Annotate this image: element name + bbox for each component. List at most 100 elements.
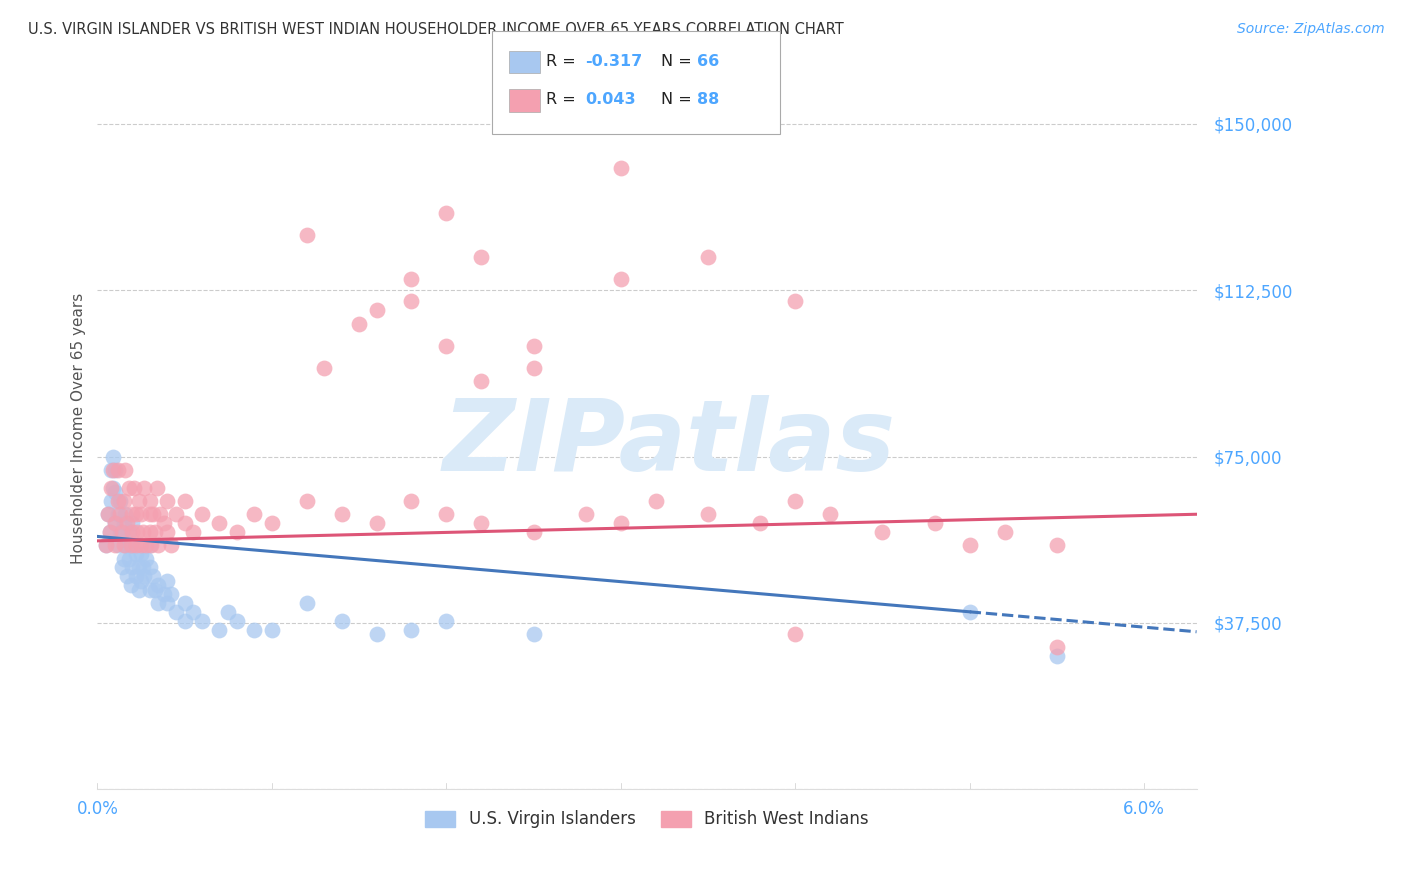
Point bbox=[135, 551, 157, 566]
Point bbox=[138, 524, 160, 539]
Point bbox=[149, 508, 172, 522]
Point bbox=[260, 623, 283, 637]
Point bbox=[138, 494, 160, 508]
Point bbox=[434, 339, 457, 353]
Point bbox=[148, 538, 170, 552]
Point bbox=[97, 508, 120, 522]
Point bbox=[112, 494, 135, 508]
Point bbox=[181, 605, 204, 619]
Point bbox=[127, 524, 149, 539]
Point bbox=[295, 596, 318, 610]
Point bbox=[142, 508, 165, 522]
Point bbox=[749, 516, 772, 530]
Point bbox=[100, 481, 122, 495]
Point bbox=[112, 516, 135, 530]
Point bbox=[118, 524, 141, 539]
Point bbox=[644, 494, 666, 508]
Point bbox=[104, 516, 127, 530]
Text: N =: N = bbox=[661, 54, 697, 69]
Point bbox=[295, 494, 318, 508]
Point bbox=[100, 463, 122, 477]
Text: R =: R = bbox=[546, 93, 581, 107]
Point bbox=[217, 605, 239, 619]
Point bbox=[141, 538, 163, 552]
Point bbox=[94, 538, 117, 552]
Point bbox=[134, 569, 156, 583]
Point bbox=[108, 494, 131, 508]
Point bbox=[470, 374, 492, 388]
Point bbox=[159, 538, 181, 552]
Point bbox=[156, 524, 179, 539]
Point bbox=[107, 494, 129, 508]
Point bbox=[125, 569, 148, 583]
Point bbox=[470, 250, 492, 264]
Point bbox=[872, 524, 894, 539]
Point bbox=[1046, 649, 1069, 664]
Point bbox=[114, 508, 136, 522]
Point bbox=[129, 538, 152, 552]
Point bbox=[138, 508, 160, 522]
Point bbox=[148, 596, 170, 610]
Point bbox=[120, 578, 142, 592]
Point bbox=[156, 574, 179, 588]
Point bbox=[138, 560, 160, 574]
Point bbox=[610, 516, 633, 530]
Point bbox=[101, 463, 124, 477]
Point bbox=[132, 524, 155, 539]
Text: -0.317: -0.317 bbox=[585, 54, 643, 69]
Point bbox=[522, 339, 544, 353]
Point bbox=[208, 623, 231, 637]
Point bbox=[924, 516, 946, 530]
Point bbox=[785, 627, 807, 641]
Point bbox=[159, 587, 181, 601]
Point bbox=[785, 294, 807, 309]
Point bbox=[785, 494, 807, 508]
Point bbox=[104, 538, 127, 552]
Point bbox=[122, 481, 145, 495]
Point bbox=[121, 508, 143, 522]
Point bbox=[94, 538, 117, 552]
Point bbox=[129, 547, 152, 561]
Point bbox=[121, 538, 143, 552]
Point bbox=[135, 538, 157, 552]
Point bbox=[575, 508, 598, 522]
Point bbox=[114, 463, 136, 477]
Point bbox=[434, 508, 457, 522]
Point bbox=[191, 508, 214, 522]
Point bbox=[138, 538, 160, 552]
Point bbox=[226, 524, 249, 539]
Point bbox=[330, 508, 353, 522]
Point bbox=[104, 516, 127, 530]
Point bbox=[226, 614, 249, 628]
Point bbox=[330, 614, 353, 628]
Point bbox=[401, 494, 423, 508]
Point bbox=[101, 450, 124, 464]
Point bbox=[111, 524, 134, 539]
Point bbox=[118, 551, 141, 566]
Point bbox=[243, 508, 266, 522]
Y-axis label: Householder Income Over 65 years: Householder Income Over 65 years bbox=[72, 293, 86, 565]
Point bbox=[697, 508, 720, 522]
Point bbox=[142, 569, 165, 583]
Point bbox=[208, 516, 231, 530]
Point bbox=[115, 538, 138, 552]
Point bbox=[111, 560, 134, 574]
Text: Source: ZipAtlas.com: Source: ZipAtlas.com bbox=[1237, 22, 1385, 37]
Point bbox=[114, 538, 136, 552]
Point bbox=[97, 508, 120, 522]
Point bbox=[522, 524, 544, 539]
Point bbox=[181, 524, 204, 539]
Text: 0.043: 0.043 bbox=[585, 93, 636, 107]
Point bbox=[128, 494, 150, 508]
Point bbox=[115, 516, 138, 530]
Point bbox=[243, 623, 266, 637]
Point bbox=[152, 587, 174, 601]
Point bbox=[107, 508, 129, 522]
Point bbox=[401, 272, 423, 286]
Point bbox=[120, 538, 142, 552]
Point bbox=[165, 508, 187, 522]
Point bbox=[152, 516, 174, 530]
Point bbox=[121, 524, 143, 539]
Text: N =: N = bbox=[661, 93, 697, 107]
Point bbox=[156, 596, 179, 610]
